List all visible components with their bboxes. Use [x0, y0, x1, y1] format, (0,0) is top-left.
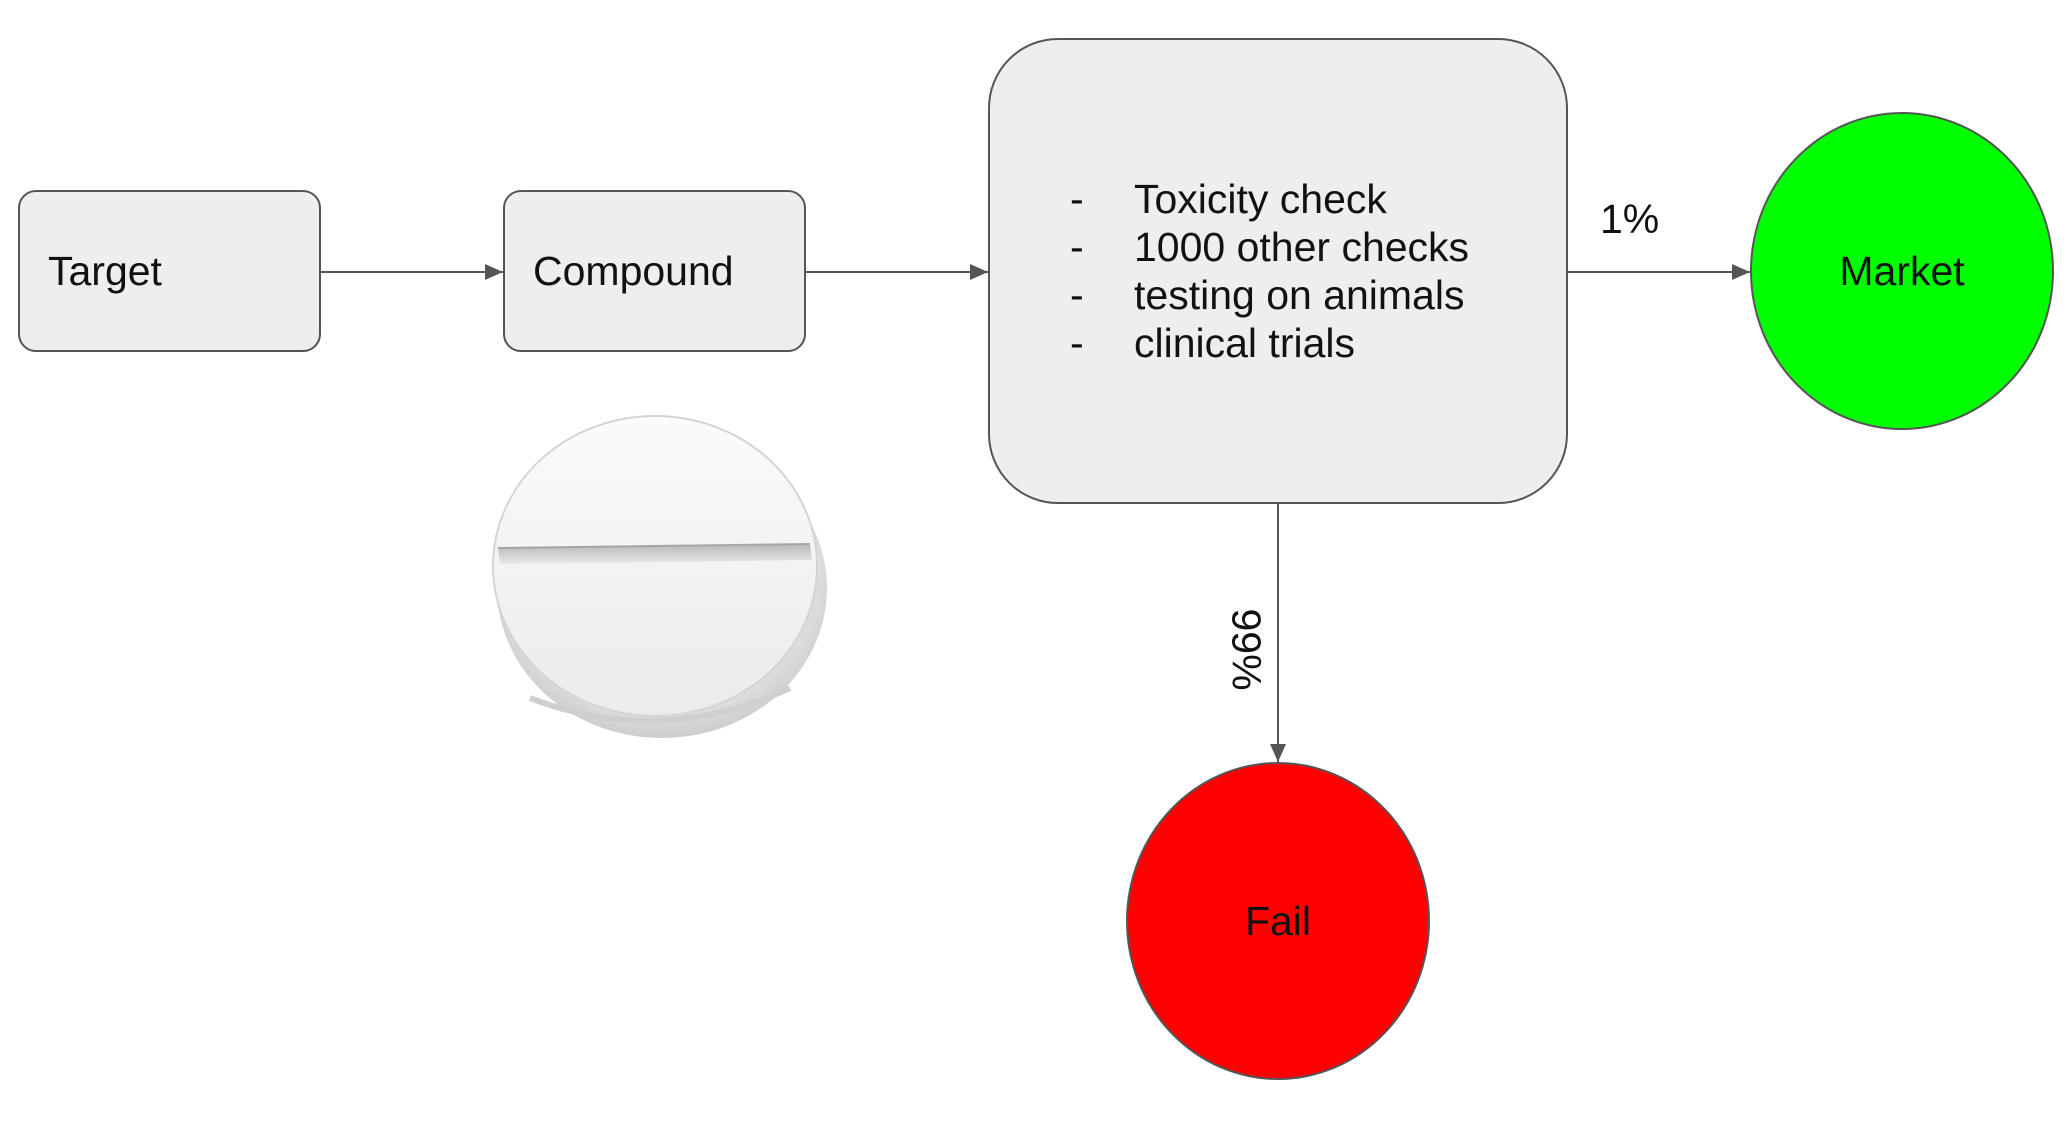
checks-node: - Toxicity check - 1000 other checks - t…	[988, 38, 1568, 504]
market-label: Market	[1839, 247, 1965, 294]
checks-list: - Toxicity check - 1000 other checks - t…	[1070, 175, 1469, 367]
check-item-text: 1000 other checks	[1134, 224, 1470, 270]
checks-list-item: - clinical trials	[1070, 319, 1469, 367]
target-label: Target	[48, 247, 162, 294]
bullet-dash: -	[1070, 320, 1084, 366]
compound-node: Compound	[503, 190, 806, 352]
bullet-dash: -	[1070, 224, 1084, 270]
checks-list-item: - 1000 other checks	[1070, 223, 1469, 271]
fail-node: Fail	[1126, 762, 1430, 1080]
success-rate-label: 1%	[1600, 196, 1660, 242]
check-item-text: clinical trials	[1134, 320, 1355, 366]
fail-label: Fail	[1244, 897, 1312, 944]
checks-list-item: - Toxicity check	[1070, 175, 1469, 223]
market-node: Market	[1750, 112, 2054, 430]
bullet-dash: -	[1070, 272, 1084, 318]
compound-label: Compound	[533, 247, 734, 294]
check-item-text: Toxicity check	[1134, 176, 1387, 222]
checks-list-item: - testing on animals	[1070, 271, 1469, 319]
pill-image	[492, 415, 827, 738]
check-item-text: testing on animals	[1134, 272, 1465, 318]
failure-rate-label: 99%	[1223, 608, 1270, 691]
bullet-dash: -	[1070, 176, 1084, 222]
target-node: Target	[18, 190, 321, 352]
